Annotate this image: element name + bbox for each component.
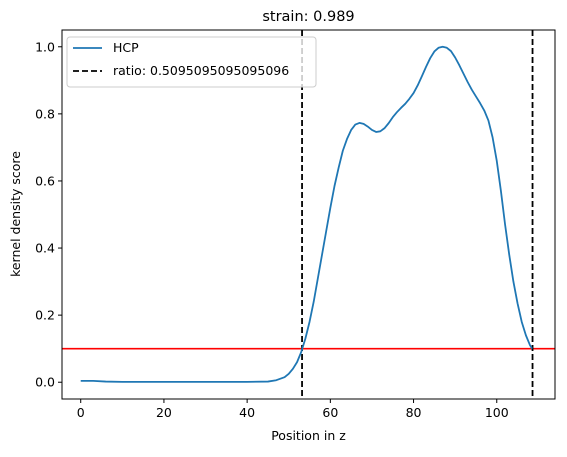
x-tick-label: 0 (77, 405, 85, 420)
x-tick-label: 100 (485, 405, 509, 420)
legend-box (66, 36, 317, 88)
legend-label-ratio: ratio: 0.5095095095095096 (113, 63, 289, 78)
chart-title: strain: 0.989 (262, 9, 354, 25)
series-group (80, 45, 533, 383)
axes-frame (61, 29, 556, 400)
axes-border (61, 29, 556, 400)
x-axis-label: Position in z (271, 428, 346, 443)
y-tick-label: 1.0 (35, 39, 55, 54)
y-tick-label: 0.8 (35, 106, 55, 121)
y-axis: 0.0 0.2 0.4 0.6 0.8 1.0 (35, 39, 62, 390)
x-tick-label: 60 (322, 405, 338, 420)
x-tick-label: 80 (406, 405, 422, 420)
y-tick-label: 0.6 (35, 173, 55, 188)
y-tick-label: 0.2 (35, 308, 55, 323)
x-axis: 0 20 40 60 80 100 (77, 399, 509, 420)
y-tick-label: 0.4 (35, 241, 55, 256)
series-line-hcp (80, 45, 533, 383)
y-tick-label: 0.0 (35, 375, 55, 390)
ratio-line-group (301, 30, 534, 399)
legend: HCP ratio: 0.5095095095095096 (66, 36, 317, 88)
y-axis-label: kernel density score (8, 151, 23, 277)
legend-label-hcp: HCP (113, 40, 139, 55)
x-tick-label: 20 (156, 405, 172, 420)
x-tick-label: 40 (239, 405, 255, 420)
